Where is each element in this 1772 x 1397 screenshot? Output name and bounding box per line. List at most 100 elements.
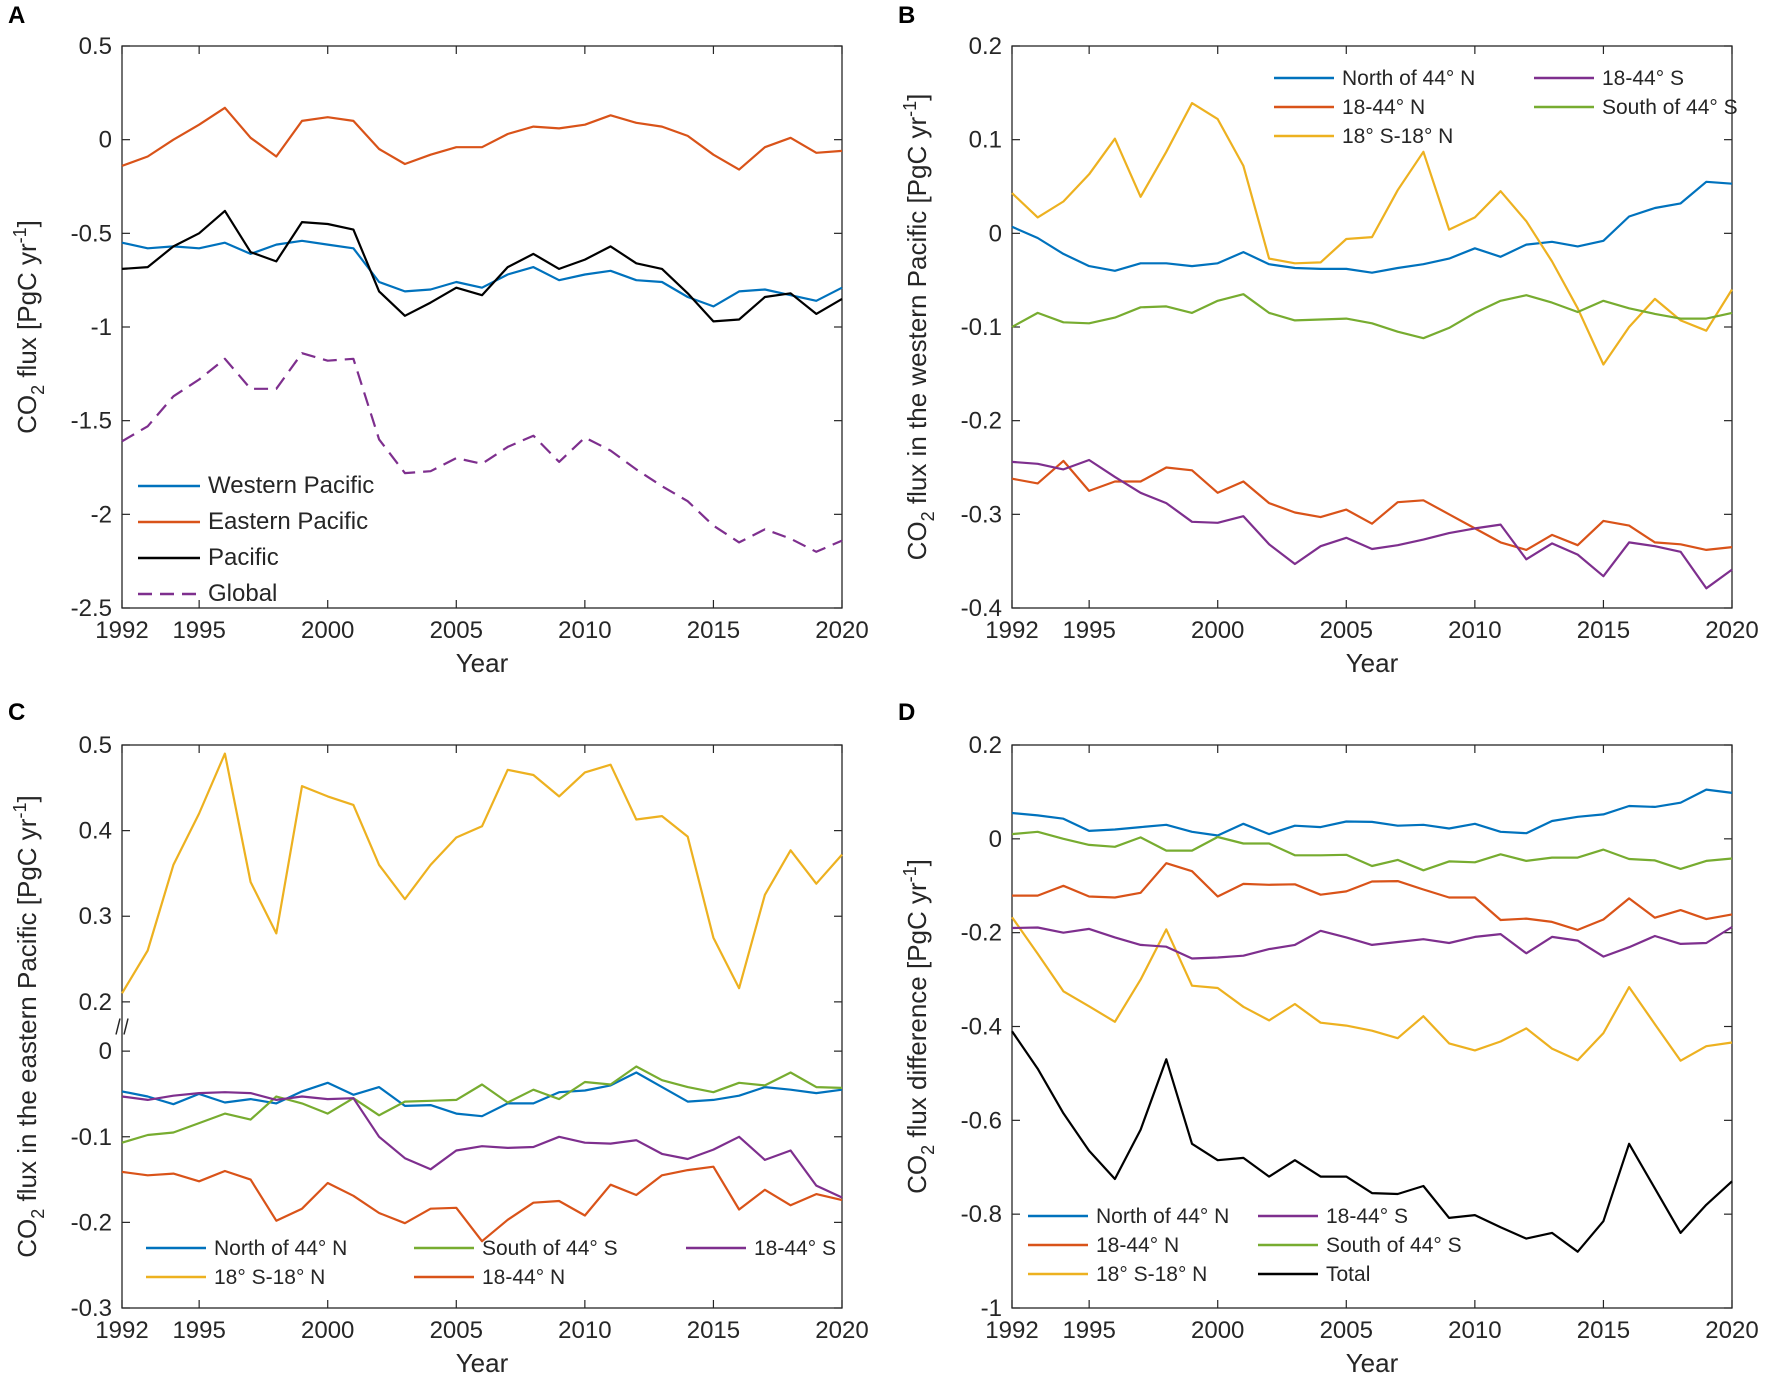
panel-a-legend-label: Pacific [208, 544, 279, 571]
panel-b-series-18-s-18-n [1011, 101, 1733, 366]
panel-d-legend-label: 18-44° S [1326, 1205, 1408, 1228]
panel-a-ylabel: CO2 flux [PgC yr-1] [10, 220, 48, 434]
panel-c-ytick-label: 0.2 [79, 989, 112, 1016]
panel-b-ytick-label: 0 [989, 220, 1002, 247]
panel-d-series-18-44-n [1012, 862, 1733, 932]
panel-d-legend-label: 18-44° N [1096, 1234, 1179, 1257]
panel-d-ytick-label: -0.6 [961, 1107, 1002, 1134]
panel-c-ytick-label: 0 [99, 1038, 112, 1065]
panel-d-xtick-label: 1995 [1062, 1317, 1115, 1344]
panel-c-xtick-label: 2010 [558, 1317, 611, 1344]
panel-b-xtick-label: 2000 [1191, 617, 1244, 644]
panel-a: A 1992 1995 2000 2005 2010 2015 2020 -2.5 -2 -1.5 -… [8, 2, 869, 678]
panel-b: B 1992 1995 2000 2005 2010 2015 2020 -0.4 -0.3 -0.… [898, 2, 1759, 678]
panel-d-ytick-label: -1 [981, 1295, 1002, 1322]
panel-b-series-north-of-44-n [1011, 180, 1733, 274]
panel-b-xtick-label: 1995 [1062, 617, 1115, 644]
panel-b-ytick-label: 0.2 [969, 33, 1002, 60]
panel-c-ytick-label: -0.1 [71, 1124, 112, 1151]
panel-d-ytick-label: -0.8 [961, 1201, 1002, 1228]
panel-d-series-north-of-44-n [1011, 788, 1733, 837]
panel-b-ytick-label: -0.1 [961, 314, 1002, 341]
panel-b-xtick-label: 2015 [1577, 617, 1630, 644]
panel-d-legend-label: Total [1326, 1263, 1370, 1286]
panel-b-ytick-label: -0.4 [961, 595, 1002, 622]
panel-d-xtick-label: 2000 [1191, 1317, 1244, 1344]
panel-a-letter: A [8, 2, 25, 29]
panel-a-xtick-label: 2015 [687, 617, 740, 644]
panel-a-series-eastern-pacific [121, 106, 843, 171]
panel-b-xtick-label: 2010 [1448, 617, 1501, 644]
panel-b-legend-label: South of 44° S [1602, 96, 1738, 119]
panel-b-legend: North of 44° N 18-44° S 18-44° N South of 4… [1274, 67, 1738, 148]
panel-c-ytick-label: 0.4 [79, 818, 112, 845]
panel-d-legend-label: North of 44° N [1096, 1205, 1229, 1228]
panel-a-series-pacific [121, 209, 843, 323]
panel-c-axes-box [121, 744, 843, 1309]
panel-b-xtick-label: 2020 [1705, 617, 1758, 644]
panel-c-xlabel: Year [456, 1348, 509, 1378]
panel-b-ytick-label: -0.2 [961, 408, 1002, 435]
panel-d-ytick-label: 0 [989, 826, 1002, 853]
panel-c-series-south-of-44-s [121, 1065, 843, 1144]
panel-a-ytick-label: -2.5 [71, 595, 112, 622]
panel-c-legend-label: 18-44° S [754, 1237, 836, 1260]
panel-a-xlabel: Year [456, 648, 509, 678]
panel-a-legend: Western Pacific Eastern Pacific Pacific Glo… [138, 472, 374, 607]
panel-a-ytick-label: -0.5 [71, 220, 112, 247]
panel-a-legend-label: Global [208, 580, 277, 607]
panel-c: C 1992 1995 2000 2005 2010 2015 2020 -0.3 -0.2 -0.… [8, 699, 869, 1378]
panel-a-legend-label: Western Pacific [208, 472, 374, 499]
panel-d-series-south-of-44-s [1011, 830, 1733, 872]
panel-b-legend-label: North of 44° N [1342, 67, 1475, 90]
panel-b-legend-label: 18-44° S [1602, 67, 1684, 90]
panel-d-legend: North of 44° N 18-44° S 18-44° N South of 4… [1028, 1205, 1462, 1286]
panel-c-axis-break-mark [115, 1018, 121, 1035]
panel-a-series-western-pacific [121, 239, 843, 308]
panel-c-series-north-of-44-n [121, 1071, 843, 1118]
panel-d-ylabel: CO2 flux difference [PgC yr-1] [900, 859, 938, 1194]
panel-c-legend: North of 44° N South of 44° S 18-44° S 18° … [146, 1237, 836, 1289]
panel-d-xtick-label: 1992 [985, 1317, 1038, 1344]
panel-d-series-18-44-s [1011, 926, 1733, 960]
panel-d-ytick-label: 0.2 [969, 732, 1002, 759]
panel-d-xtick-label: 2020 [1705, 1317, 1758, 1344]
panel-a-xtick-label: 2010 [558, 617, 611, 644]
panel-c-series-18-44-s [121, 1091, 843, 1199]
panel-d-legend-label: 18° S-18° N [1096, 1263, 1207, 1286]
panel-d-xtick-label: 2005 [1320, 1317, 1373, 1344]
panel-c-ytick-label: 0.3 [79, 903, 112, 930]
panel-c-legend-label: South of 44° S [482, 1237, 618, 1260]
panel-c-legend-label: 18° S-18° N [214, 1266, 325, 1289]
panel-b-legend-label: 18-44° N [1342, 96, 1425, 119]
panel-a-ytick-label: 0 [99, 127, 112, 154]
panel-b-xtick-label: 2005 [1320, 617, 1373, 644]
panel-a-ytick-label: 0.5 [79, 33, 112, 60]
panel-c-series-18-s-18-n [121, 752, 843, 994]
panel-c-legend-label: North of 44° N [214, 1237, 347, 1260]
panel-d-legend-label: South of 44° S [1326, 1234, 1462, 1257]
panel-b-series-south-of-44-s [1011, 293, 1733, 340]
panel-c-ytick-label: -0.2 [71, 1209, 112, 1236]
panel-d-series-total [1011, 1030, 1733, 1253]
panel-c-xtick-label: 2000 [301, 1317, 354, 1344]
panel-d-ytick-label: -0.4 [961, 1014, 1002, 1041]
panel-a-ytick-label: -1.5 [71, 408, 112, 435]
panel-a-xtick-label: 2005 [430, 617, 483, 644]
panel-b-series-18-44-s [1011, 458, 1733, 590]
panel-c-ytick-label: -0.3 [71, 1295, 112, 1322]
panel-a-ytick-label: -1 [91, 314, 112, 341]
panel-c-letter: C [8, 699, 25, 726]
panel-c-xtick-label: 2020 [815, 1317, 868, 1344]
panel-d-xlabel: Year [1346, 1348, 1399, 1378]
panel-b-xlabel: Year [1346, 648, 1399, 678]
panel-c-ytick-label: 0.5 [79, 732, 112, 759]
panel-a-xtick-label: 1992 [95, 617, 148, 644]
panel-b-letter: B [898, 2, 915, 29]
panel-c-xtick-label: 1992 [95, 1317, 148, 1344]
panel-d-letter: D [898, 699, 915, 726]
panel-c-legend-label: 18-44° N [482, 1266, 565, 1289]
panel-b-xtick-label: 1992 [985, 617, 1038, 644]
